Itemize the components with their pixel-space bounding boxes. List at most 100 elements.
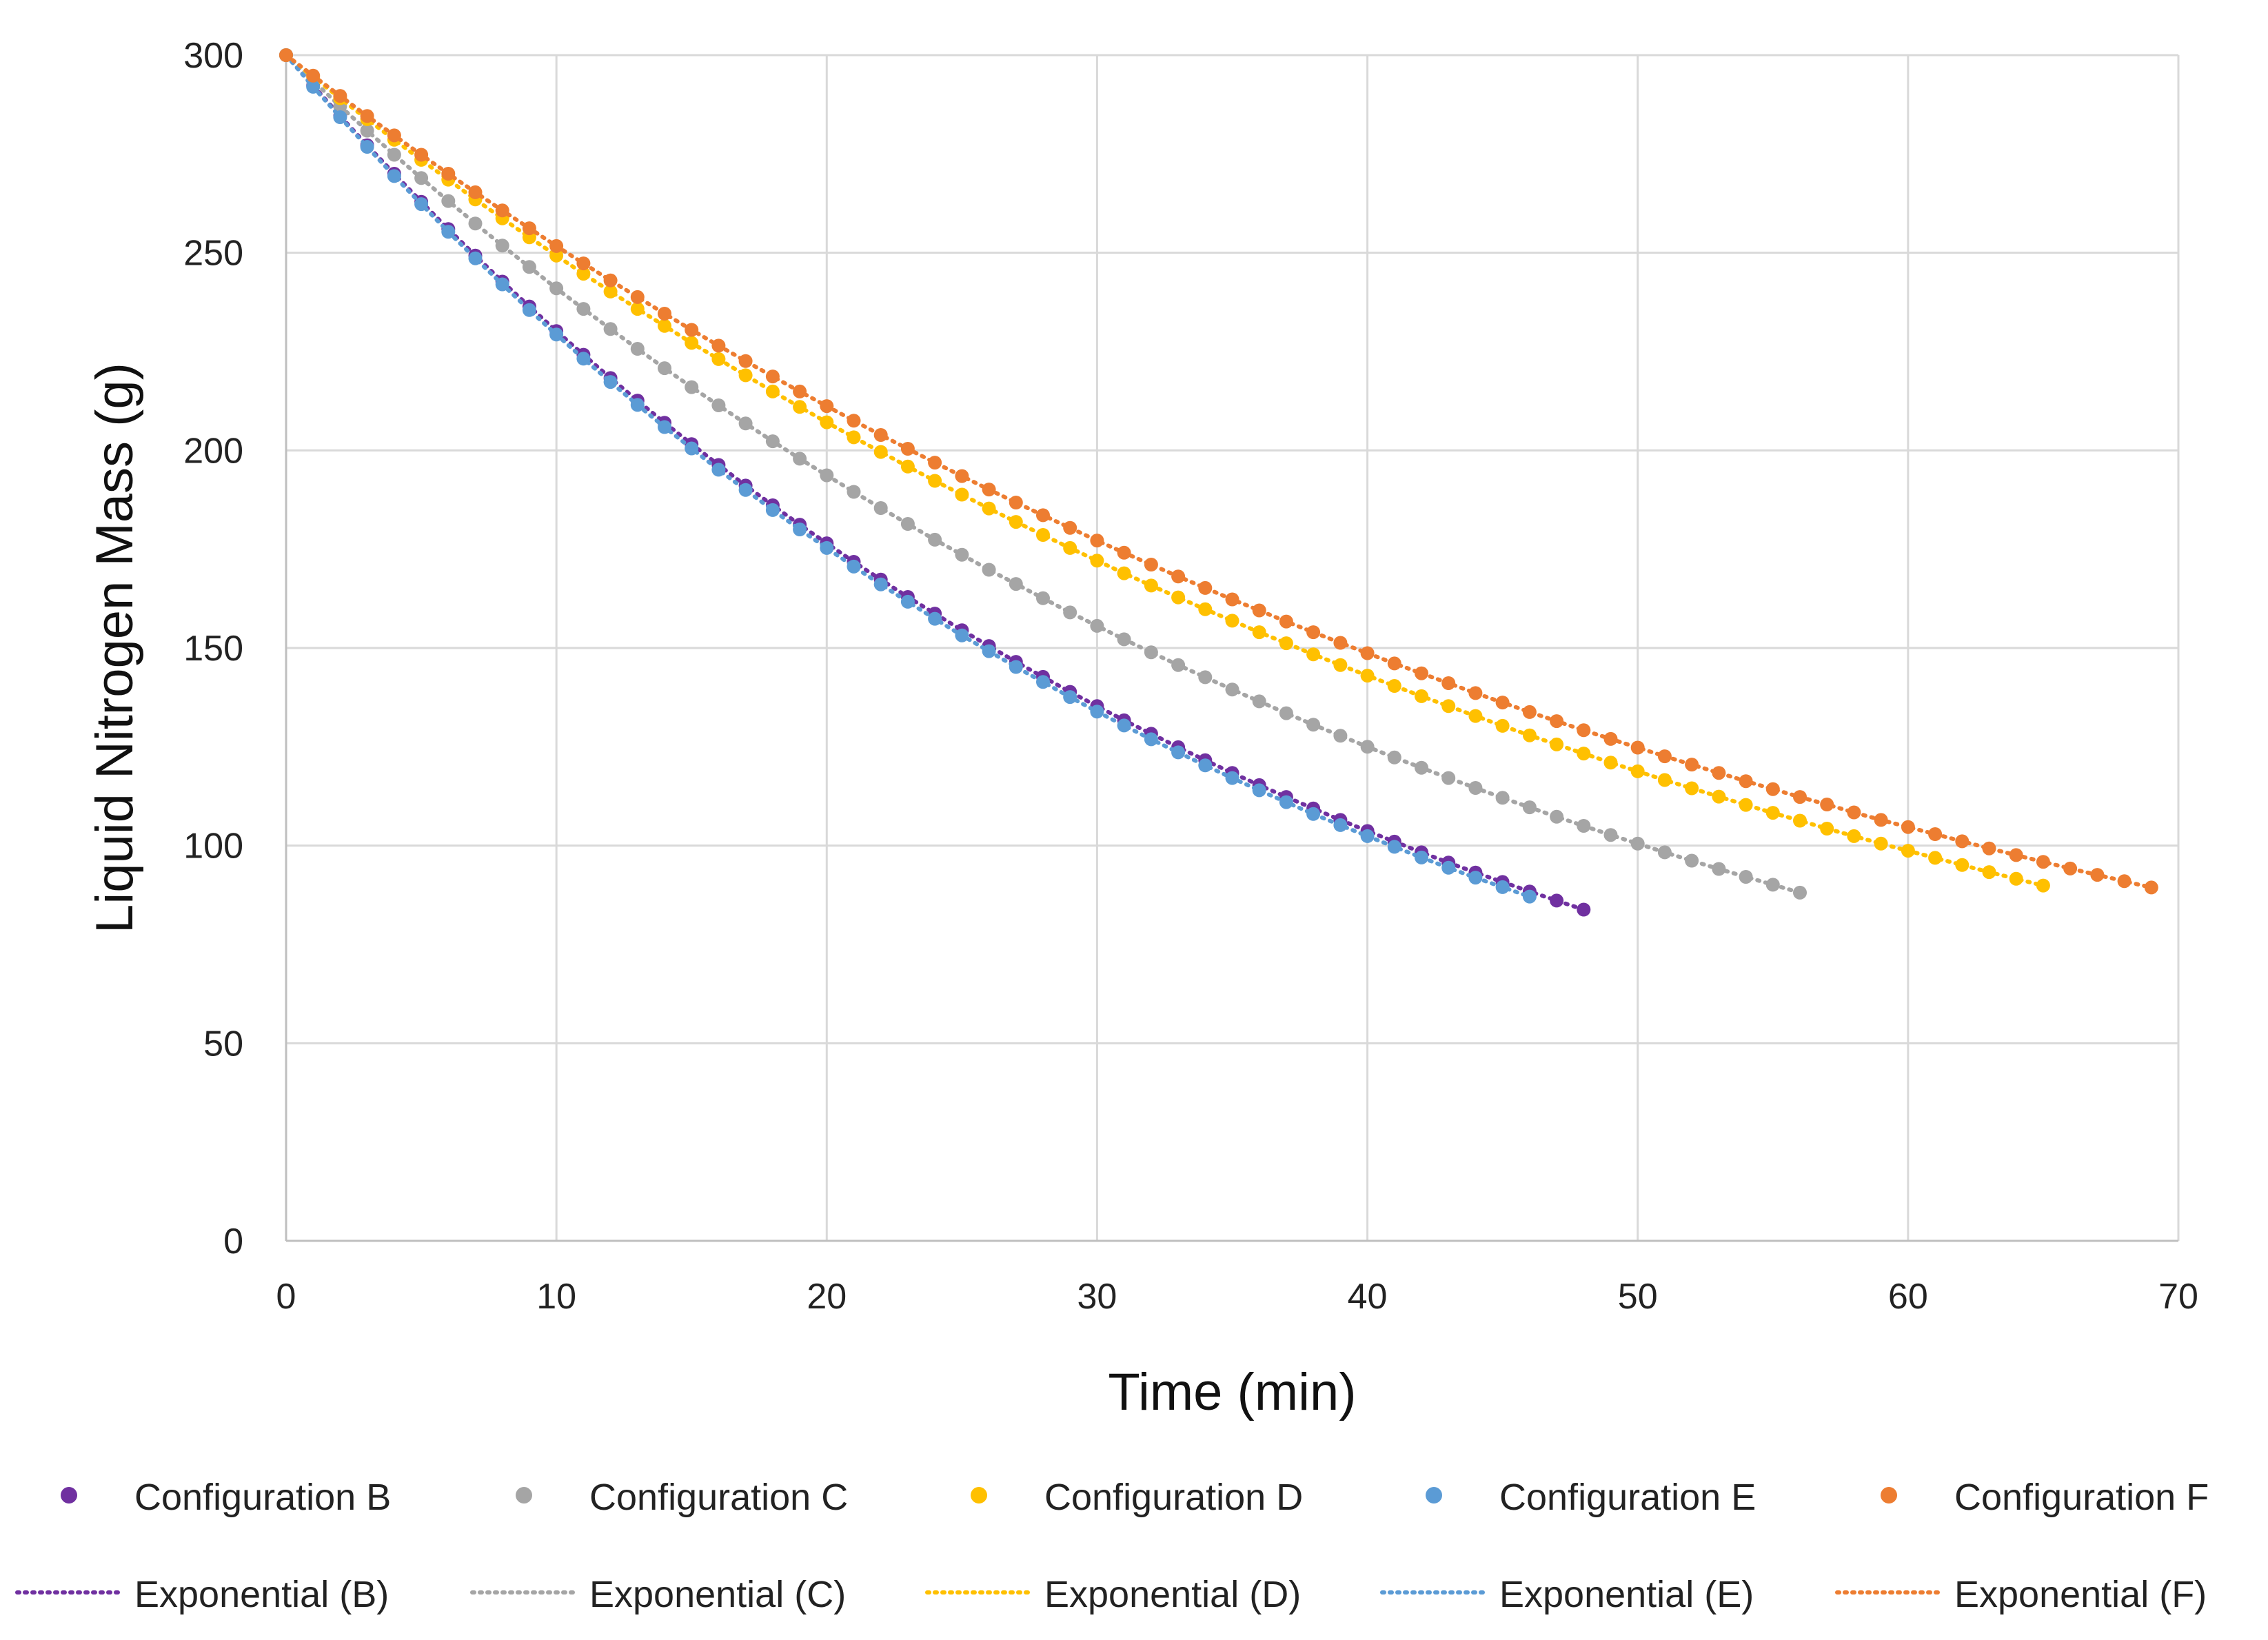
- data-point-e: [1063, 690, 1077, 705]
- data-point-d: [1820, 822, 1834, 836]
- data-point-f: [1252, 603, 1266, 618]
- data-point-d: [1415, 689, 1428, 703]
- x-tick-label: 40: [1348, 1277, 1388, 1317]
- data-point-d: [1550, 737, 1564, 751]
- data-point-e: [1144, 732, 1158, 747]
- data-point-c: [1387, 750, 1401, 765]
- data-point-f: [658, 307, 671, 321]
- data-point-d: [1847, 829, 1861, 843]
- data-point-d: [2036, 878, 2050, 893]
- data-point-d: [1171, 590, 1186, 605]
- data-point-e: [982, 644, 996, 658]
- data-point-f: [333, 89, 347, 103]
- legend-item-series-d: Configuration D: [971, 1477, 1303, 1518]
- data-point-d: [1090, 554, 1104, 568]
- data-point-f: [441, 167, 456, 181]
- y-axis-title: Liquid Nitrogen Mass (g): [85, 363, 144, 933]
- data-point-f: [1820, 798, 1834, 811]
- data-point-c: [765, 434, 780, 449]
- data-point-e: [658, 420, 671, 434]
- data-point-c: [1603, 828, 1618, 842]
- data-point-f: [1793, 790, 1807, 804]
- data-point-f: [1630, 740, 1645, 755]
- data-point-d: [1225, 614, 1239, 628]
- data-point-e: [1117, 718, 1131, 733]
- legend-item-series-b: Configuration B: [61, 1477, 391, 1518]
- data-point-f: [765, 369, 780, 384]
- data-point-e: [441, 225, 456, 239]
- trendline-c: [284, 53, 1802, 895]
- trendline-f: [284, 53, 2154, 890]
- data-point-d: [685, 336, 699, 350]
- data-point-c: [387, 148, 401, 162]
- data-point-f: [306, 68, 321, 83]
- legend-label-trend-f: Exponential (F): [1954, 1574, 2207, 1615]
- legend-label-trend-b: Exponential (B): [134, 1574, 389, 1615]
- data-point-e: [1225, 771, 1239, 785]
- data-point-f: [1739, 774, 1753, 789]
- y-tick-label: 200: [183, 431, 243, 471]
- data-point-e: [873, 577, 888, 591]
- data-point-e: [603, 375, 618, 389]
- data-point-e: [1415, 850, 1428, 864]
- data-point-c: [603, 322, 618, 336]
- data-point-c: [738, 416, 753, 431]
- data-point-c: [360, 123, 374, 138]
- data-point-d: [1144, 578, 1158, 593]
- data-point-e: [1333, 818, 1348, 832]
- data-point-c: [900, 517, 915, 531]
- data-point-c: [1063, 605, 1077, 620]
- y-tick-label: 250: [183, 234, 243, 274]
- data-point-e: [685, 441, 699, 456]
- data-point-e: [549, 327, 564, 342]
- data-point-c: [549, 281, 564, 296]
- data-point-c: [1739, 870, 1753, 884]
- legend: Configuration B Exponential (B) Configurat…: [15, 1477, 2209, 1615]
- data-point-d: [1117, 566, 1131, 580]
- data-point-d: [1009, 515, 1023, 529]
- data-point-f: [982, 483, 996, 497]
- legend-item-trend-f: Exponential (F): [1835, 1574, 2207, 1615]
- legend-item-trend-c: Exponential (C): [470, 1574, 846, 1615]
- data-point-c: [685, 380, 699, 394]
- data-point-f: [1928, 827, 1943, 841]
- data-point-f: [1387, 656, 1401, 671]
- data-point-c: [711, 398, 726, 412]
- legend-label-series-e: Configuration E: [1499, 1477, 1756, 1518]
- data-point-d: [1468, 709, 1483, 723]
- data-point-c: [1550, 809, 1564, 824]
- series-e: [279, 48, 1537, 904]
- data-point-f: [387, 128, 401, 143]
- data-point-e: [387, 169, 401, 183]
- trendline-e: [284, 53, 1532, 899]
- y-tick-label: 300: [183, 36, 243, 76]
- data-point-e: [1468, 871, 1483, 885]
- data-point-c: [793, 452, 807, 466]
- y-tick-label: 50: [203, 1024, 243, 1064]
- data-point-b: [1577, 902, 1591, 917]
- data-point-d: [1387, 679, 1401, 693]
- data-point-e: [306, 79, 321, 94]
- data-point-e: [1198, 758, 1213, 773]
- data-point-d: [1765, 806, 1780, 820]
- data-point-c: [1793, 885, 1807, 900]
- data-point-f: [603, 273, 618, 287]
- data-point-c: [1360, 740, 1375, 754]
- data-point-f: [1009, 496, 1023, 509]
- data-point-c: [576, 302, 591, 316]
- data-point-f: [793, 384, 807, 398]
- data-point-e: [576, 352, 591, 366]
- x-tick-label: 70: [2158, 1277, 2198, 1317]
- data-point-f: [1577, 723, 1591, 738]
- data-point-d: [1036, 528, 1050, 542]
- data-point-f: [1171, 569, 1186, 584]
- data-point-e: [1279, 795, 1293, 809]
- data-point-d: [1063, 540, 1077, 555]
- data-point-f: [2144, 880, 2158, 895]
- data-point-f: [1522, 705, 1537, 719]
- data-point-c: [847, 485, 861, 499]
- data-point-e: [847, 559, 861, 574]
- tick-label-layer: 0 50 100 150 200 250 300 0 10 20 30 40 50 60 70: [183, 36, 2198, 1317]
- y-tick-label: 150: [183, 629, 243, 669]
- legend-marker-b: [61, 1487, 77, 1504]
